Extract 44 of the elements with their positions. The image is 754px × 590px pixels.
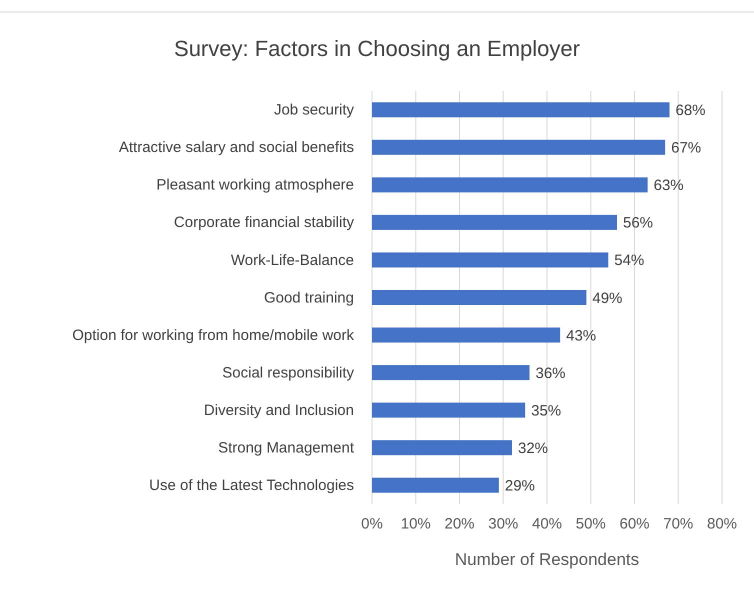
x-axis-title: Number of Respondents [454, 550, 640, 569]
y-tick-label: Use of the Latest Technologies [149, 477, 354, 494]
data-label: 32% [518, 440, 548, 457]
chart-title: Survey: Factors in Choosing an Employer [174, 36, 580, 61]
bar [372, 402, 526, 418]
data-label: 36% [536, 364, 566, 382]
x-tick-label: 20% [444, 516, 475, 533]
y-tick-label: Social responsibility [222, 364, 354, 382]
bar [372, 328, 560, 343]
data-label: 68% [676, 102, 706, 120]
y-tick-label: Job security [274, 102, 354, 119]
y-tick-label: Work-Life-Balance [230, 252, 354, 269]
bar [372, 214, 617, 230]
x-tick-label: 50% [576, 516, 606, 533]
y-tick-label: Strong Management [218, 439, 355, 456]
bar [372, 365, 530, 380]
data-label: 54% [614, 252, 644, 270]
data-label: 67% [671, 140, 702, 157]
bar [372, 140, 666, 155]
y-tick-label: Corporate financial stability [174, 214, 354, 232]
x-tick-label: 30% [488, 516, 518, 533]
bar [372, 102, 670, 118]
y-tick-label: Pleasant working atmosphere [156, 176, 354, 194]
y-tick-label: Attractive salary and social benefits [118, 139, 354, 156]
data-label: 56% [623, 214, 654, 232]
x-tick-label: 10% [400, 516, 431, 533]
data-label: 43% [566, 327, 596, 344]
x-tick-label: 0% [361, 516, 383, 533]
bar [372, 290, 586, 306]
x-tick-label: 70% [663, 516, 694, 533]
data-label: 63% [654, 177, 684, 194]
x-tick-label: 80% [706, 516, 738, 533]
bar [372, 177, 648, 192]
x-tick-label: 40% [532, 516, 562, 533]
bar [372, 478, 499, 493]
x-tick-label: 60% [619, 516, 650, 533]
y-tick-label: Diversity and Inclusion [204, 402, 354, 419]
data-label: 49% [592, 290, 622, 307]
data-label: 35% [531, 402, 562, 420]
y-tick-label: Good training [264, 289, 354, 306]
bar [372, 252, 608, 268]
data-label: 29% [504, 477, 535, 494]
bar [372, 440, 512, 456]
y-tick-label: Option for working from home/mobile work [72, 326, 354, 344]
